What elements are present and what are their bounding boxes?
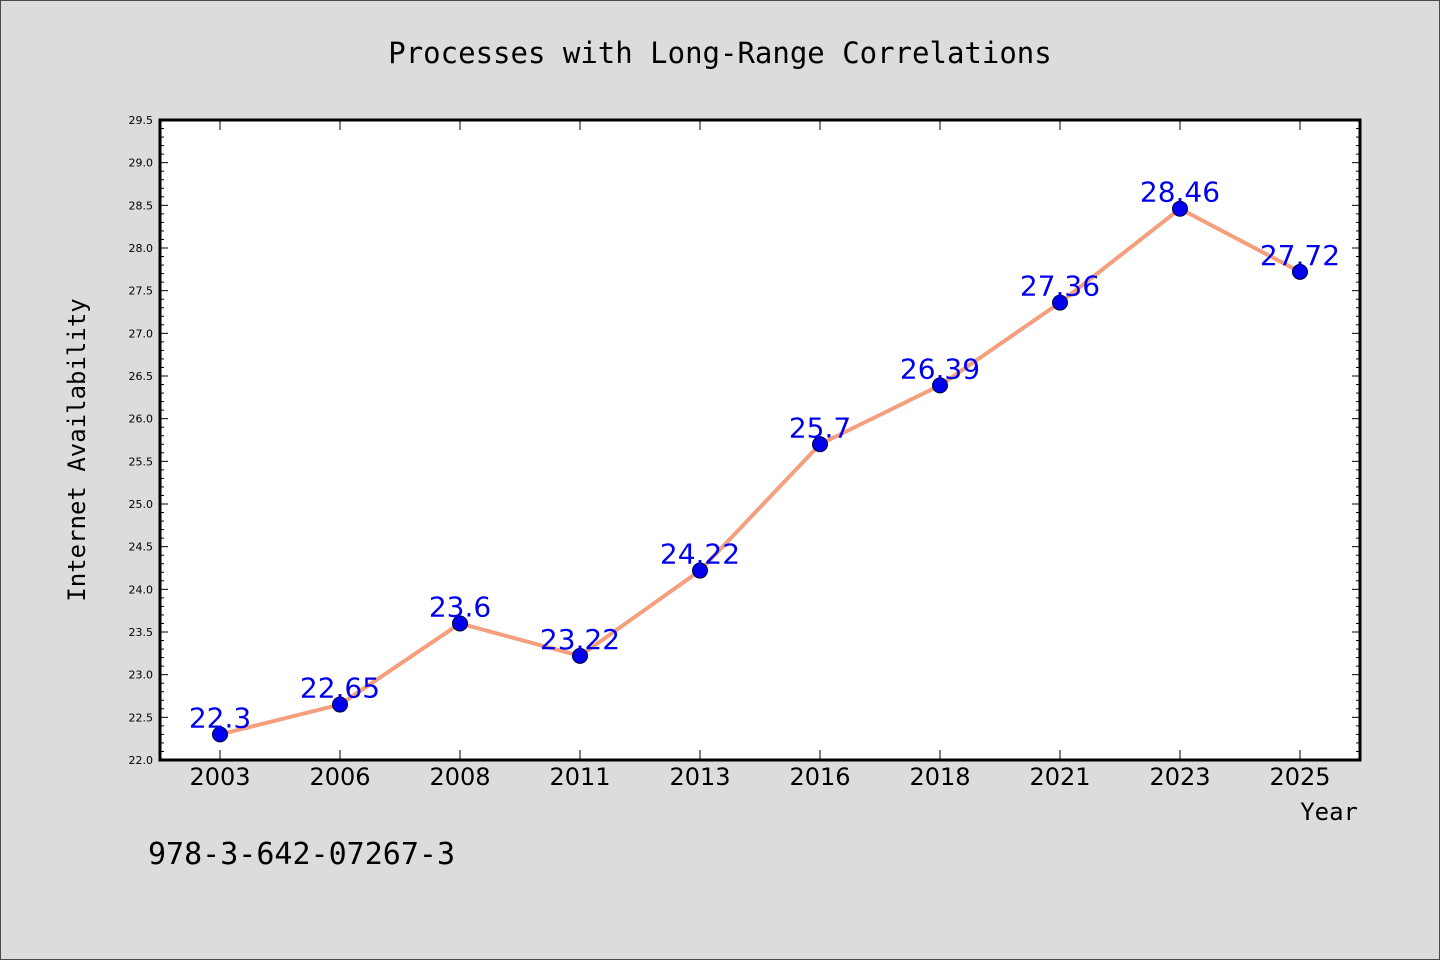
- y-tick-label: 25.5: [129, 455, 154, 468]
- y-tick-label: 26.5: [129, 370, 154, 383]
- isbn-footer: 978-3-642-07267-3: [148, 837, 455, 872]
- y-tick-label: 28.0: [129, 242, 154, 255]
- data-label: 22.65: [300, 672, 380, 705]
- y-tick-label: 23.5: [129, 626, 154, 639]
- data-point: [572, 647, 588, 664]
- x-tick-label: 2023: [1149, 763, 1210, 791]
- y-tick-label: 28.5: [129, 199, 154, 212]
- x-tick-label: 2013: [669, 763, 730, 791]
- x-tick-label: 2025: [1269, 763, 1330, 791]
- data-label: 23.22: [540, 623, 620, 656]
- y-tick-label: 27.0: [129, 327, 154, 340]
- data-point: [332, 696, 348, 713]
- x-axis: 2003 2006 2008 2011 2013 2016 2018 2021 2023 2025: [189, 120, 1331, 791]
- y-axis: 22.0 22.5 23.0 23.5 24.0 24.5 25.0 25.5 26.0 26.5…: [129, 114, 1360, 767]
- data-point: [1292, 263, 1308, 280]
- x-tick-label: 2008: [429, 763, 490, 791]
- data-point: [812, 436, 828, 453]
- data-point: [452, 615, 468, 632]
- x-tick-label: 2006: [309, 763, 370, 791]
- y-tick-label: 29.5: [129, 114, 154, 127]
- x-tick-label: 2021: [1029, 763, 1090, 791]
- series-line: [219, 206, 1301, 737]
- y-tick-label: 24.5: [129, 541, 154, 554]
- data-point: [212, 726, 228, 743]
- y-tick-label: 22.5: [129, 711, 154, 724]
- x-axis-title: Year: [1300, 798, 1358, 826]
- data-label: 27.72: [1260, 239, 1340, 272]
- data-label: 26.39: [900, 352, 980, 385]
- data-label: 25.7: [789, 411, 851, 444]
- y-tick-label: 24.0: [129, 583, 154, 596]
- data-label: 22.3: [189, 701, 251, 734]
- data-labels-layer: 22.3 22.65 23.6 23.22 24.22 25.7 26.39 27.36 28.…: [189, 176, 1340, 735]
- y-tick-label: 23.0: [129, 669, 154, 682]
- data-label: 28.46: [1140, 176, 1220, 209]
- series-layer: [212, 200, 1308, 743]
- y-axis-title: Internet Availability: [63, 298, 91, 601]
- data-label: 24.22: [660, 538, 740, 571]
- data-point: [1172, 200, 1188, 217]
- data-point: [932, 377, 948, 394]
- x-tick-label: 2018: [909, 763, 970, 791]
- y-tick-label: 27.5: [129, 285, 154, 298]
- chart-title: Processes with Long-Range Correlations: [388, 36, 1051, 70]
- data-point: [692, 562, 708, 579]
- x-tick-label: 2016: [789, 763, 850, 791]
- data-point: [1052, 294, 1068, 311]
- y-tick-label: 29.0: [129, 157, 154, 170]
- x-tick-label: 2003: [189, 763, 250, 791]
- data-label: 23.6: [429, 590, 491, 623]
- y-tick-label: 26.0: [129, 413, 154, 426]
- data-label: 27.36: [1020, 270, 1100, 303]
- x-tick-label: 2011: [549, 763, 610, 791]
- y-tick-label: 25.0: [129, 498, 154, 511]
- y-tick-label: 22.0: [129, 754, 154, 767]
